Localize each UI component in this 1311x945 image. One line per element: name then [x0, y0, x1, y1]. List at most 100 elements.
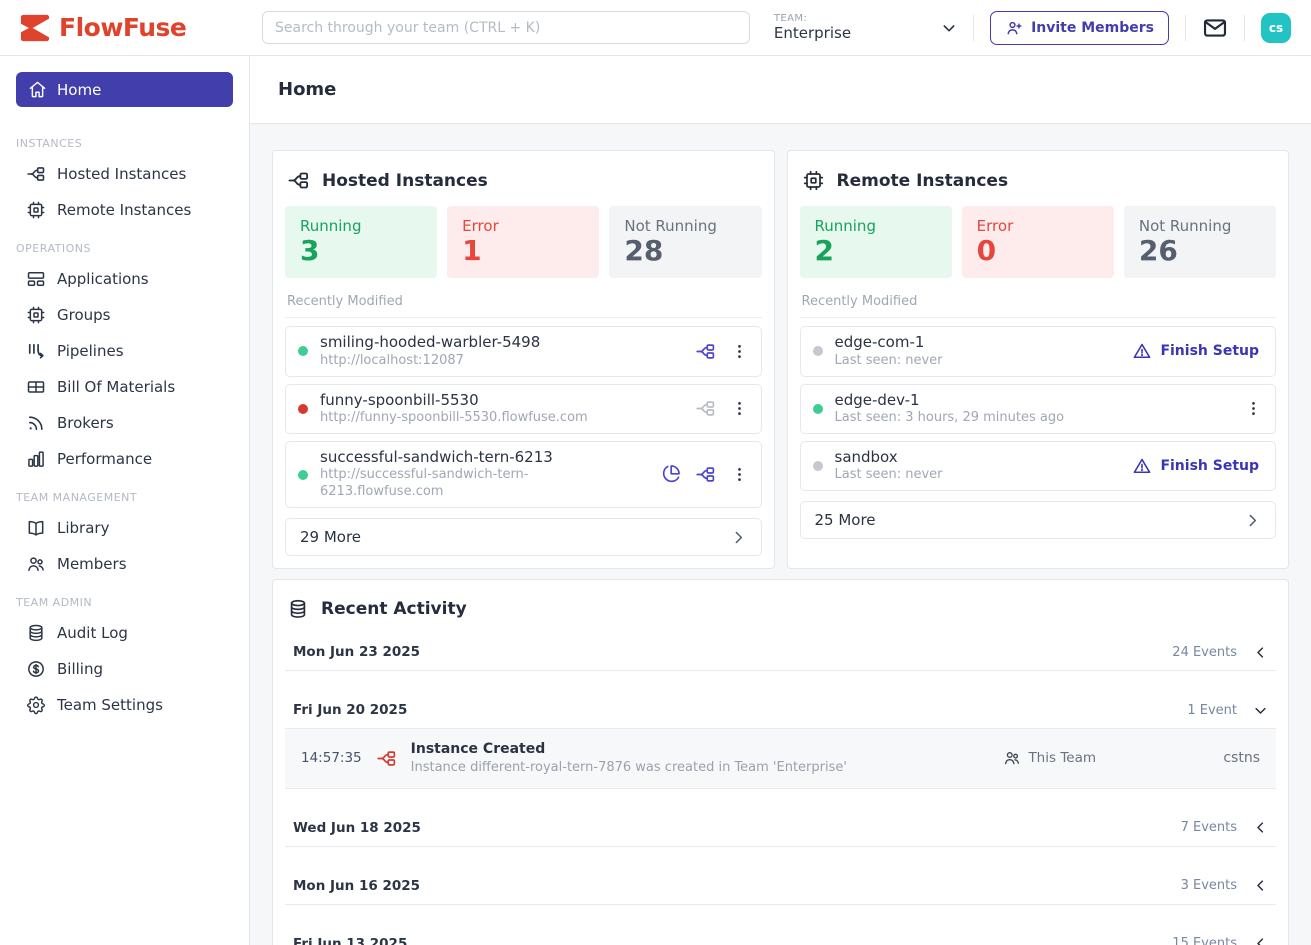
sidebar-item-library[interactable]: Library [0, 510, 249, 546]
activity-group-header[interactable]: Fri Jun 13 2025 15 Events [285, 926, 1276, 945]
pipelines-icon [26, 341, 46, 361]
hosted-stats: Running 3 Error 1 Not Running 28 [285, 206, 762, 279]
chevron-right-icon [1244, 512, 1261, 529]
dashboard-pie-icon[interactable] [660, 464, 681, 485]
sidebar-item-pipelines[interactable]: Pipelines [0, 333, 249, 369]
more-label: 29 More [300, 528, 362, 547]
invite-members-button[interactable]: Invite Members [990, 10, 1169, 45]
activity-group-header[interactable]: Fri Jun 20 2025 1 Event [285, 692, 1276, 730]
instance-name: successful-sandwich-tern-6213 [320, 447, 553, 466]
event-time: 14:57:35 [301, 750, 362, 767]
kebab-menu-icon[interactable] [730, 342, 749, 361]
card-title: Hosted Instances [322, 170, 488, 191]
device-row[interactable]: sandbox Last seen: never Finish Setup [799, 440, 1276, 492]
search-input[interactable] [262, 11, 750, 44]
stat-label: Not Running [1138, 217, 1232, 235]
home-icon [28, 80, 47, 99]
flowfuse-logo[interactable]: FlowFuse [0, 13, 250, 43]
finish-setup-button[interactable]: Finish Setup [1132, 341, 1263, 361]
event-scope-label: This Team [1028, 750, 1096, 767]
activity-group-header[interactable]: Wed Jun 18 2025 7 Events [285, 810, 1276, 847]
remote-instances-card: Remote Instances Running 2 Error 0 Not R… [786, 150, 1289, 570]
chevron-down-icon [941, 20, 957, 36]
stat-running: Running 2 [799, 206, 952, 279]
recent-activity-card: Recent Activity Mon Jun 23 2025 24 Event… [272, 579, 1289, 945]
device-row[interactable]: edge-com-1 Last seen: never Finish Setup [799, 326, 1276, 377]
sidebar-item-label: Groups [57, 306, 111, 324]
remote-more-button[interactable]: 25 More [799, 501, 1276, 540]
instance-info: successful-sandwich-tern-6213 http://suc… [320, 448, 648, 501]
event-count: 3 Events [1180, 878, 1237, 894]
sidebar-item-members[interactable]: Members [0, 546, 249, 582]
sidebar-item-audit-log[interactable]: Audit Log [0, 615, 249, 651]
applications-icon [26, 269, 46, 289]
stat-label: Running [814, 217, 876, 235]
kebab-menu-icon[interactable] [1244, 399, 1263, 418]
database-icon [287, 598, 309, 620]
stat-value: 1 [462, 234, 482, 267]
sidebar-item-team-settings[interactable]: Team Settings [0, 687, 249, 723]
chevron-left-icon[interactable] [1253, 878, 1268, 893]
audit-log-icon [26, 623, 46, 643]
notifications-button[interactable] [1202, 15, 1228, 41]
activity-group-right: 3 Events [1181, 878, 1268, 893]
sidebar-item-groups[interactable]: Groups [0, 297, 249, 333]
sidebar-item-label: Library [57, 519, 110, 537]
chevron-left-icon[interactable] [1253, 936, 1268, 945]
invite-members-label: Invite Members [1031, 19, 1154, 36]
sidebar-item-bill-of-materials[interactable]: Bill Of Materials [0, 369, 249, 405]
activity-date: Mon Jun 23 2025 [293, 644, 421, 661]
row-actions [695, 341, 749, 362]
billing-icon [26, 659, 46, 679]
team-selector-text: TEAM: Enterprise [774, 13, 851, 42]
activity-date: Mon Jun 16 2025 [293, 877, 421, 894]
finish-setup-label: Finish Setup [1160, 343, 1259, 360]
activity-group-header[interactable]: Mon Jun 23 2025 24 Events [285, 634, 1276, 672]
sidebar-item-brokers[interactable]: Brokers [0, 405, 249, 441]
hosted-instances-card: Hosted Instances Running 3 Error 1 Not R… [272, 150, 775, 570]
sidebar-item-performance[interactable]: Performance [0, 441, 249, 477]
finish-setup-label: Finish Setup [1160, 458, 1259, 475]
bill-of-materials-icon [26, 377, 46, 397]
device-row[interactable]: edge-dev-1 Last seen: 3 hours, 29 minute… [799, 383, 1276, 434]
instance-row[interactable]: successful-sandwich-tern-6213 http://suc… [285, 440, 762, 509]
event-user: cstns [1223, 750, 1260, 767]
hosted-instances-icon [26, 164, 46, 184]
team-selector[interactable]: TEAM: Enterprise [774, 13, 957, 42]
activity-group-header[interactable]: Mon Jun 16 2025 3 Events [285, 868, 1276, 905]
members-icon [26, 554, 46, 574]
sidebar-item-remote-instances[interactable]: Remote Instances [0, 192, 249, 228]
activity-date: Fri Jun 20 2025 [293, 702, 408, 719]
activity-group-expanded: Fri Jun 20 2025 1 Event 14:57:35 Instanc… [285, 692, 1276, 789]
stat-value: 3 [300, 234, 320, 267]
instance-row[interactable]: smiling-hooded-warbler-5498 http://local… [285, 326, 762, 377]
open-editor-icon[interactable] [695, 341, 716, 362]
sidebar-item-label: Bill Of Materials [57, 378, 176, 396]
open-editor-icon[interactable] [695, 464, 716, 485]
device-info: sandbox Last seen: never [835, 448, 1121, 484]
kebab-menu-icon[interactable] [730, 399, 749, 418]
chevron-left-icon[interactable] [1253, 645, 1268, 660]
instance-row[interactable]: funny-spoonbill-5530 http://funny-spoonb… [285, 383, 762, 434]
device-info: edge-com-1 Last seen: never [835, 333, 1121, 369]
sidebar-item-hosted-instances[interactable]: Hosted Instances [0, 156, 249, 192]
flowfuse-logo-icon [20, 14, 50, 41]
brand-name: FlowFuse [59, 13, 187, 42]
stat-value: 0 [976, 234, 997, 267]
activity-group: Mon Jun 23 2025 24 Events [285, 634, 1276, 672]
chevron-left-icon[interactable] [1253, 820, 1268, 835]
sidebar-item-applications[interactable]: Applications [0, 261, 249, 297]
stat-error: Error 1 [447, 206, 600, 279]
kebab-menu-icon[interactable] [730, 465, 749, 484]
sidebar-item-home[interactable]: Home [16, 72, 233, 107]
instance-info: funny-spoonbill-5530 http://funny-spoonb… [320, 391, 683, 427]
hosted-more-button[interactable]: 29 More [285, 518, 762, 557]
activity-date: Fri Jun 13 2025 [293, 935, 408, 945]
sidebar-item-billing[interactable]: Billing [0, 651, 249, 687]
user-avatar[interactable]: cs [1261, 12, 1291, 43]
stat-value: 26 [1138, 234, 1178, 267]
finish-setup-button[interactable]: Finish Setup [1132, 456, 1263, 476]
row-actions [695, 398, 749, 419]
chevron-down-icon[interactable] [1253, 703, 1268, 718]
stat-label: Not Running [624, 217, 717, 235]
